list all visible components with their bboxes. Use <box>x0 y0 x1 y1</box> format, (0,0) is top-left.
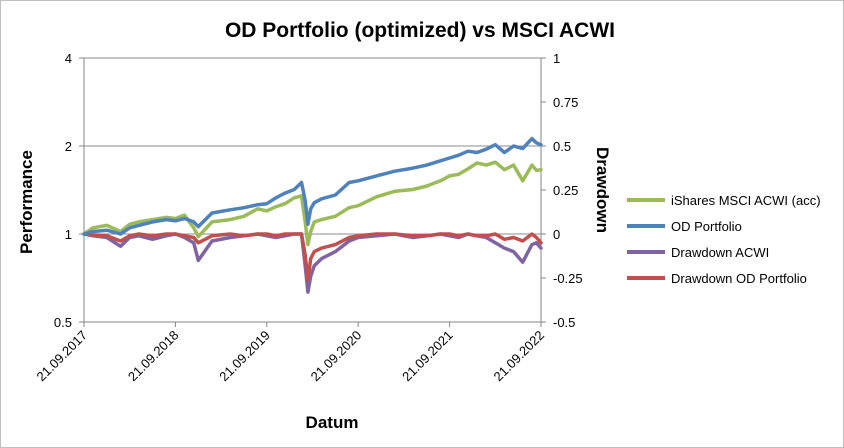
series-line-ishares-msci-acwi-acc <box>82 160 543 247</box>
x-tick-label: 21.09.2021 <box>399 328 456 385</box>
legend: iShares MSCI ACWI (acc) OD Portfolio Drawd… <box>627 193 821 286</box>
x-tick-label: 21.09.2020 <box>308 328 365 385</box>
y2-tick-label: 0.5 <box>553 139 571 154</box>
legend-label-drawdown-od-portfolio: Drawdown OD Portfolio <box>671 271 807 286</box>
y2-tick-label: 0.25 <box>553 183 578 198</box>
series-lines <box>82 136 543 294</box>
series-line-drawdown-acwi <box>82 232 543 294</box>
y-tick-label: 2 <box>65 139 72 154</box>
y-tick-label: 0.5 <box>54 315 72 330</box>
series-line-drawdown-od-portfolio <box>82 232 543 282</box>
y-axis-title: Performance <box>17 150 36 254</box>
y2-tick-label: -0.25 <box>553 271 583 286</box>
legend-label-drawdown-acwi: Drawdown ACWI <box>671 245 769 260</box>
y2-tick-label: 0 <box>553 227 560 242</box>
legend-label-od-portfolio: OD Portfolio <box>671 219 742 234</box>
series-line-od-portfolio <box>82 136 543 236</box>
chart-title: OD Portfolio (optimized) vs MSCI ACWI <box>225 19 615 42</box>
y2-tick-label: -0.5 <box>553 315 575 330</box>
x-axis-title: Datum <box>306 413 359 432</box>
x-tick-label: 21.09.2022 <box>490 328 547 385</box>
x-tick-label: 21.09.2017 <box>33 328 90 385</box>
x-tick-label: 21.09.2019 <box>216 328 273 385</box>
y2-tick-label: 1 <box>553 51 560 66</box>
axes <box>79 57 546 327</box>
legend-label-ishares-msci-acwi-acc: iShares MSCI ACWI (acc) <box>671 193 821 208</box>
x-tick-label: 21.09.2018 <box>125 328 182 385</box>
y-tick-label: 4 <box>65 51 72 66</box>
y-tick-label: 1 <box>65 227 72 242</box>
y2-axis-title: Drawdown <box>593 147 612 233</box>
y2-tick-label: 0.75 <box>553 95 578 110</box>
